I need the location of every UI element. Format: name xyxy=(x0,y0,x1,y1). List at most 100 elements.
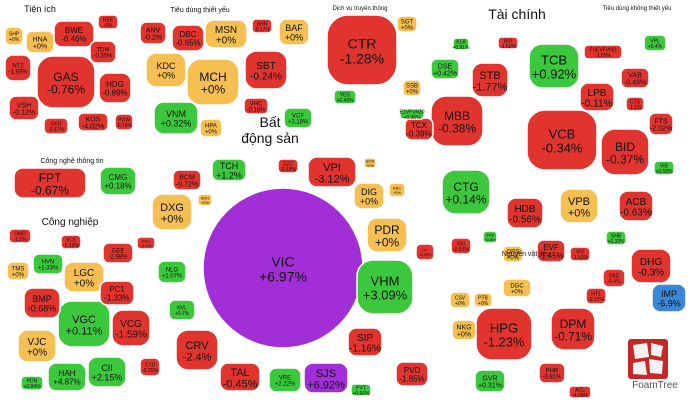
cell-shb[interactable]: SHB+0.33% xyxy=(605,230,627,246)
cell-shp[interactable]: SHP+0% xyxy=(4,26,24,46)
cell-nvl[interactable]: NVL+0.7% xyxy=(168,299,196,321)
cell-nt2[interactable]: NT2-1.93% xyxy=(4,54,32,82)
cell-pdn[interactable]: PDN+0.84% xyxy=(20,375,44,391)
cell-tpb[interactable]: TPB+0.6% xyxy=(482,230,498,244)
cell-baf[interactable]: BAF+0% xyxy=(278,18,310,46)
cell-vgc[interactable]: VGC+0.11% xyxy=(57,300,111,348)
cell-tal[interactable]: TAL-0.45% xyxy=(219,362,261,392)
cell-cts[interactable]: CTS-1.1% xyxy=(625,96,645,112)
cell-scs[interactable]: SCS-0.19% xyxy=(60,234,82,250)
cell-e1vfvn30[interactable]: E1VFVN30+0.06% xyxy=(399,108,425,121)
cell-vcb[interactable]: VCB-0.34% xyxy=(526,109,598,171)
cell-acl[interactable]: ACL-4.08% xyxy=(568,385,592,399)
cell-nlg[interactable]: NLG+1.07% xyxy=(157,260,187,284)
cell-szc[interactable]: SZC-0.18% xyxy=(277,158,299,174)
cell-cii[interactable]: CII+2.15% xyxy=(87,356,127,388)
cell-dse[interactable]: DSE+0.42% xyxy=(430,58,460,80)
cell-ptb[interactable]: PTB+0% xyxy=(473,292,493,308)
cell-kdh[interactable]: KDH+0% xyxy=(197,193,213,207)
cell-yeg[interactable]: YEG+0.49% xyxy=(333,89,357,105)
cell-tms[interactable]: TMS+0% xyxy=(6,261,30,281)
cell-vcf[interactable]: VCF+3.18% xyxy=(283,107,313,129)
cell-pc1[interactable]: PC1-1.33% xyxy=(99,280,135,306)
cell-stb[interactable]: STB-1.77% xyxy=(471,62,509,98)
cell-vib[interactable]: VIB+0.58% xyxy=(653,160,675,176)
cell-gvr[interactable]: GVR+0.31% xyxy=(474,369,506,393)
cell-dgc[interactable]: DGC+0% xyxy=(502,278,532,298)
cell-acb[interactable]: ACB-0.63% xyxy=(618,190,654,222)
cell-kos[interactable]: KOS-4.02% xyxy=(77,112,109,132)
cell-fuevfvnd[interactable]: FUEVFVND-1.09% xyxy=(583,44,623,60)
cell-ors[interactable]: ORS+0% xyxy=(502,245,524,263)
cell-pvd[interactable]: PVD-1.85% xyxy=(395,361,429,387)
cell-evf[interactable]: EVF-1.45% xyxy=(536,239,566,263)
cell-kbc[interactable]: KBC+0% xyxy=(388,182,406,198)
cell-vjc[interactable]: VJC+0% xyxy=(17,329,57,363)
cell-dbc[interactable]: DBC-0.65% xyxy=(171,24,205,52)
cell-ctd[interactable]: CTD-0.25% xyxy=(139,357,161,377)
cell-sjs[interactable]: SJS+6.92% xyxy=(303,362,349,394)
cell-vnm[interactable]: VNM+0.32% xyxy=(153,101,199,135)
cell-vhm[interactable]: VHM+3.09% xyxy=(356,259,414,315)
cell-vsc[interactable]: VSC-0.7% xyxy=(136,236,156,250)
cell-cmg[interactable]: CMG+0.18% xyxy=(99,166,137,196)
cell-hdb[interactable]: HDB-0.56% xyxy=(506,197,544,229)
cell-tdm[interactable]: TDM-0.35% xyxy=(89,40,117,64)
cell-vpb[interactable]: VPB+0% xyxy=(559,188,599,224)
cell-hpg[interactable]: HPG-1.23% xyxy=(475,307,533,361)
cell-ht1[interactable]: HT1-0.37% xyxy=(585,287,607,305)
cell-tcb[interactable]: TCB+0.92% xyxy=(528,43,580,89)
cell-vix[interactable]: VIX-1.53% xyxy=(569,246,591,262)
cell-vcg[interactable]: VCG-1.59% xyxy=(111,309,151,347)
cell-mbb[interactable]: MBB-0.38% xyxy=(430,95,484,147)
cell-hdg[interactable]: HDG-0.89% xyxy=(98,72,132,104)
cell-bhn[interactable]: BHN-0.17% xyxy=(251,18,273,34)
cell-kdc[interactable]: KDC+0% xyxy=(145,52,187,88)
cell-fpt[interactable]: FPT-0.67% xyxy=(13,167,87,199)
cell-vab[interactable]: VAB-0.49% xyxy=(620,67,650,89)
cell-bid[interactable]: BID-0.37% xyxy=(600,128,650,176)
cell-msn[interactable]: MSN+0% xyxy=(204,19,248,49)
cell-anv[interactable]: ANV-0.2% xyxy=(139,21,167,45)
cell-bwe[interactable]: BWE-0.46% xyxy=(53,20,95,48)
cell-vhc[interactable]: VHC-0.16% xyxy=(243,97,269,115)
cell-geg[interactable]: GEG-0.67% xyxy=(43,117,69,135)
cell-pdr[interactable]: PDR+0% xyxy=(366,217,408,253)
cell-ijc[interactable]: IJC-0.49% xyxy=(415,243,435,261)
cell-vpl[interactable]: VPL+0.4% xyxy=(643,34,667,52)
cell-hvn[interactable]: HVN+1.33% xyxy=(32,253,64,275)
cell-crv[interactable]: CRV-2.4% xyxy=(175,329,219,371)
cell-vre[interactable]: VRE+2.22% xyxy=(268,367,302,393)
cell-klb[interactable]: KLB+0.91% xyxy=(452,37,470,51)
cell-gas[interactable]: GAS-0.76% xyxy=(36,55,96,109)
cell-ssb[interactable]: SSB+0% xyxy=(402,79,422,97)
cell-ctg[interactable]: CTG+0.14% xyxy=(441,169,491,215)
cell-nkg[interactable]: NKG+0% xyxy=(451,319,477,341)
cell-ree[interactable]: REE-0% xyxy=(97,14,119,30)
cell-vpi[interactable]: VPI-3.12% xyxy=(307,156,357,188)
cell-pow[interactable]: POW-0.76% xyxy=(114,113,134,131)
cell-csv[interactable]: CSV+0% xyxy=(449,291,471,309)
cell-gmd[interactable]: GMD-1.2% xyxy=(8,228,32,244)
cell-sbt[interactable]: SBT-0.24% xyxy=(244,50,288,90)
cell-lpb[interactable]: LPB-0.11% xyxy=(579,82,615,112)
cell-hpa[interactable]: HPA+0% xyxy=(199,118,223,138)
cell-bcm[interactable]: BCM-0.72% xyxy=(172,169,202,191)
cell-dpm[interactable]: DPM-0.71% xyxy=(550,307,596,351)
cell-lgc[interactable]: LGC+0% xyxy=(63,261,105,293)
cell-tch[interactable]: TCH+1.2% xyxy=(211,158,247,182)
cell-mch[interactable]: MCH+0% xyxy=(186,58,240,106)
cell-vsh[interactable]: VSH-0.12% xyxy=(8,95,40,121)
cell-bmp[interactable]: BMP-0.68% xyxy=(23,287,61,319)
cell-hah[interactable]: HAH+4.87% xyxy=(47,362,87,392)
cell-dig[interactable]: DIG+0% xyxy=(353,182,385,210)
cell-tcx[interactable]: TCX-0.39% xyxy=(404,117,434,141)
cell-imp[interactable]: IMP-6.9% xyxy=(651,283,687,313)
cell-vic[interactable]: VIC+6.97% xyxy=(202,187,364,349)
cell-sgt[interactable]: SGT+0% xyxy=(396,15,418,33)
cell-ctr[interactable]: CTR-1.28% xyxy=(326,14,398,86)
cell-sip[interactable]: SIP-1.16% xyxy=(347,327,383,357)
cell-pvt[interactable]: PVT+0.66% xyxy=(350,383,372,397)
cell-bsi[interactable]: BSI-1.52% xyxy=(497,36,519,50)
cell-gee[interactable]: GEE-2.98% xyxy=(102,242,134,264)
